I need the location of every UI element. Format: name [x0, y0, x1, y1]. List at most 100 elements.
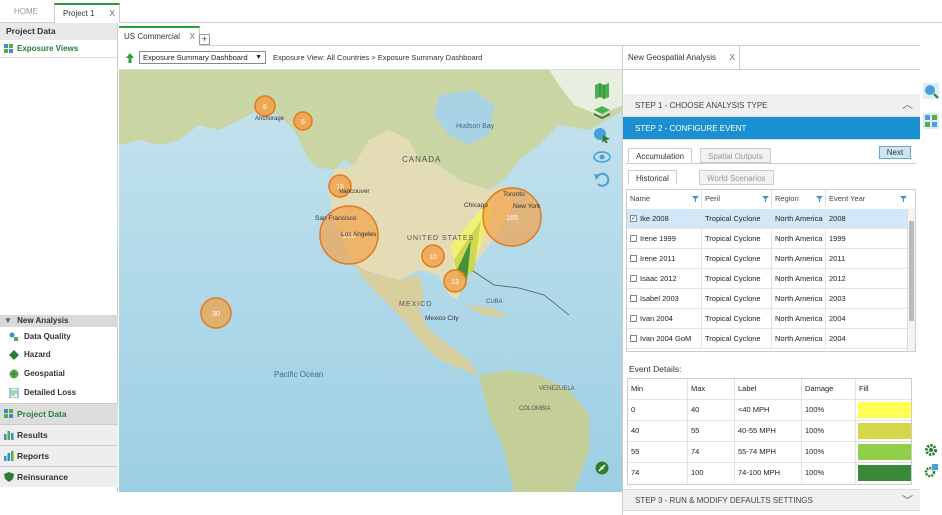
column-header-event-year[interactable]: Event Year: [826, 190, 909, 208]
filter-icon[interactable]: [692, 196, 699, 202]
tab-spatial-outputs[interactable]: Spatial Outputs: [700, 148, 771, 163]
step-1-header[interactable]: STEP 1 - CHOOSE ANALYSIS TYPE ︿: [623, 94, 920, 117]
column-header-region[interactable]: Region: [772, 190, 826, 208]
map-icon[interactable]: [592, 82, 612, 100]
sidebar-item-results[interactable]: Results: [0, 424, 118, 445]
table-row[interactable]: Irene 2011 Tropical Cyclone North Americ…: [627, 249, 909, 269]
details-row[interactable]: 0 40 <40 MPH 100%: [628, 400, 911, 421]
filter-icon[interactable]: [816, 196, 823, 202]
cluster-marker[interactable]: 10: [421, 244, 445, 268]
row-checkbox[interactable]: [630, 254, 637, 262]
tab-accumulation[interactable]: Accumulation: [628, 148, 693, 163]
fill-swatch[interactable]: [858, 402, 911, 418]
row-checkbox[interactable]: [630, 294, 637, 302]
details-row[interactable]: 74 100 74-100 MPH 100%: [628, 463, 911, 484]
zoom-globe-icon[interactable]: [923, 83, 939, 99]
close-icon[interactable]: X: [109, 9, 115, 18]
event-name: Irene 2011: [640, 254, 676, 263]
sidebar-item-detailed-loss[interactable]: Detailed Loss: [0, 384, 118, 402]
fill-swatch[interactable]: [858, 423, 911, 439]
table-row[interactable]: Isaac 2012 Tropical Cyclone North Americ…: [627, 269, 909, 289]
fill-swatch[interactable]: [858, 444, 911, 460]
table-row[interactable]: Ivan 2004 Tropical Cyclone North America…: [627, 309, 909, 329]
row-checkbox[interactable]: ✓: [630, 214, 637, 222]
select-icon[interactable]: [592, 126, 612, 144]
sidebar-item-reinsurance[interactable]: Reinsurance: [0, 466, 118, 487]
tab-project-1[interactable]: Project 1 X: [54, 3, 120, 23]
close-icon[interactable]: X: [729, 53, 735, 62]
arrow-up-icon[interactable]: [126, 53, 134, 63]
cluster-marker[interactable]: 6: [254, 95, 276, 117]
next-button[interactable]: Next: [879, 146, 911, 159]
cluster-marker[interactable]: 15: [328, 174, 352, 198]
sidebar-item-label: Geospatial: [24, 369, 65, 378]
scrollbar-thumb[interactable]: [909, 221, 914, 321]
sidebar-item-data-quality[interactable]: Data Quality: [0, 328, 118, 346]
cluster-marker[interactable]: 165: [482, 187, 542, 247]
settings-run-icon[interactable]: [924, 464, 938, 478]
filter-icon[interactable]: [762, 196, 769, 202]
details-row[interactable]: 55 74 55-74 MPH 100%: [628, 442, 911, 463]
cluster-marker[interactable]: 6: [293, 111, 313, 131]
column-header-max: Max: [688, 379, 735, 399]
cluster-marker[interactable]: 13: [443, 269, 467, 293]
shield-icon: [4, 472, 14, 482]
tab-new-geospatial-analysis[interactable]: New Geospatial Analysis X: [623, 46, 740, 70]
cluster-label: 6: [301, 119, 305, 126]
compass-icon[interactable]: [595, 461, 609, 475]
column-header-damage: Damage: [802, 379, 856, 399]
table-row[interactable]: Ivan 2004 GoM Tropical Cyclone North Ame…: [627, 329, 909, 349]
cell-min: 0: [628, 400, 688, 420]
caret-down-icon: ▼: [4, 316, 12, 325]
undo-icon[interactable]: [592, 170, 612, 188]
tab-world-scenarios[interactable]: World Scenarios: [699, 170, 774, 185]
grid-view-icon[interactable]: [923, 113, 939, 129]
eye-icon[interactable]: [592, 148, 612, 166]
add-tab-button[interactable]: +: [199, 34, 210, 45]
column-header-peril[interactable]: Peril: [702, 190, 772, 208]
tab-home[interactable]: HOME: [6, 3, 46, 23]
sidebar-item-hazard[interactable]: Hazard: [0, 346, 118, 364]
cell-name: ✓ Ike 2008: [627, 209, 702, 229]
cell-peril: Tropical Cyclone: [702, 329, 772, 349]
map-canvas[interactable]: 6 6 15 219 165 10 13 30 CANADA UNITED ST…: [119, 70, 624, 492]
cell-region: North America: [772, 289, 826, 309]
table-row[interactable]: Irene 1999 Tropical Cyclone North Americ…: [627, 229, 909, 249]
filter-icon[interactable]: [900, 196, 907, 202]
fill-swatch[interactable]: [858, 465, 911, 481]
main-area: US Commercial X + Exposure Summary Dashb…: [119, 23, 942, 515]
grid-header: Name Peril Region Event Year: [627, 190, 909, 208]
sidebar-item-label: Reports: [17, 451, 50, 461]
row-checkbox[interactable]: [630, 314, 637, 322]
table-row[interactable]: ✓ Ike 2008 Tropical Cyclone North America…: [627, 209, 909, 229]
gear-icon[interactable]: [924, 443, 938, 457]
cell-year: 2003: [829, 294, 846, 303]
row-checkbox[interactable]: [630, 234, 637, 242]
close-icon[interactable]: X: [189, 32, 195, 41]
map-label-toronto: Toronto: [503, 191, 525, 198]
table-row[interactable]: Isabel 2003 Tropical Cyclone North Ameri…: [627, 289, 909, 309]
new-analysis-header[interactable]: ▼ New Analysis: [0, 315, 118, 327]
map-view[interactable]: 6 6 15 219 165 10 13 30 CANADA UNITED ST…: [119, 70, 624, 492]
sidebar-item-geospatial[interactable]: Geospatial: [0, 365, 118, 383]
event-name: Ivan 2004 GoM: [640, 334, 692, 343]
sidebar-item-exposure-views[interactable]: Exposure Views: [0, 40, 117, 58]
layers-icon[interactable]: [592, 104, 612, 122]
sidebar-item-reports[interactable]: Reports: [0, 445, 118, 466]
cluster-marker[interactable]: 219: [319, 205, 379, 265]
cell-region: North America: [772, 209, 826, 229]
grid-scrollbar[interactable]: [907, 208, 915, 351]
tab-historical[interactable]: Historical: [628, 170, 677, 185]
tab-us-commercial[interactable]: US Commercial X: [119, 26, 200, 46]
row-checkbox[interactable]: [630, 334, 637, 342]
column-header-name[interactable]: Name: [627, 190, 702, 208]
divider: [626, 163, 916, 164]
step-3-header[interactable]: STEP 3 - RUN & MODIFY DEFAULTS SETTINGS …: [623, 489, 920, 511]
event-details-label: Event Details:: [629, 364, 682, 374]
row-checkbox[interactable]: [630, 274, 637, 282]
step-2-header[interactable]: STEP 2 - CONFIGURE EVENT: [623, 117, 920, 140]
details-row[interactable]: 40 55 40-55 MPH 100%: [628, 421, 911, 442]
sidebar-item-project-data[interactable]: Project Data: [0, 403, 118, 424]
cluster-marker[interactable]: 30: [200, 297, 232, 329]
dashboard-select[interactable]: Exposure Summary Dashboard ▼: [139, 51, 266, 64]
